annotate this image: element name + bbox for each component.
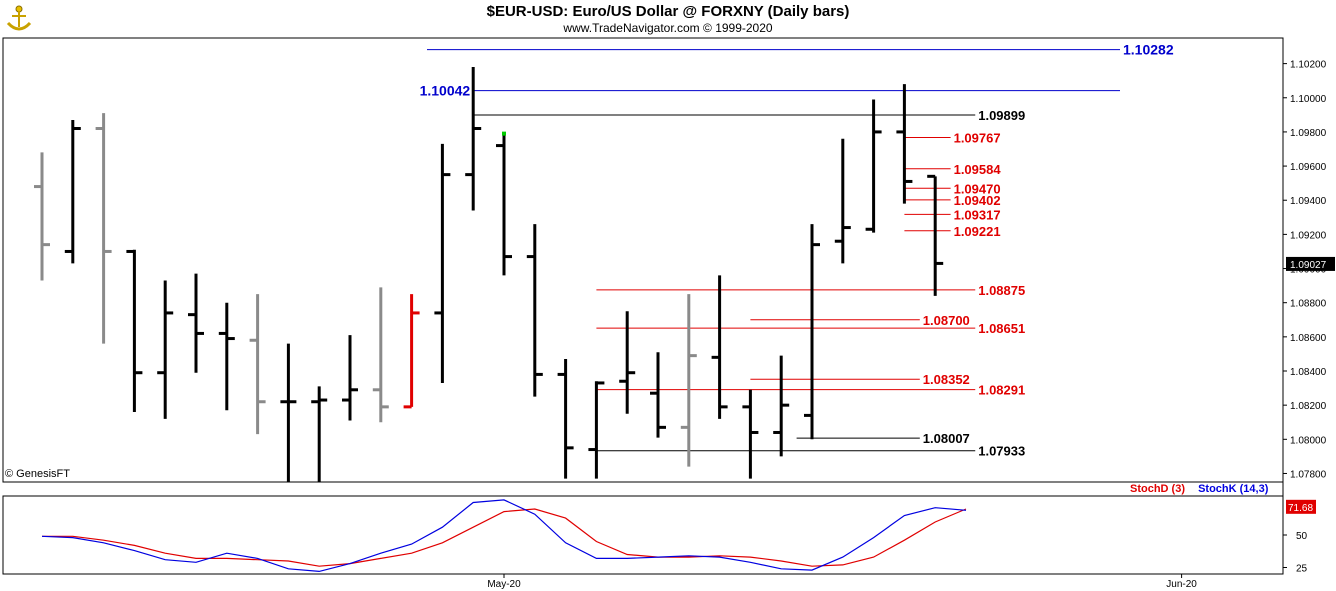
level-label: 1.09899	[978, 108, 1025, 123]
ohlc-bar	[311, 386, 328, 482]
ohlc-bar	[742, 389, 759, 479]
ohlc-bar	[773, 355, 790, 457]
ohlc-bar	[834, 138, 851, 264]
chart-header: $EUR-USD: Euro/US Dollar @ FORXNY (Daily…	[0, 0, 1336, 38]
level-label: 1.09221	[954, 224, 1001, 239]
ohlc-bar	[588, 381, 605, 479]
ohlc-bar	[465, 67, 482, 211]
level-label: 1.09402	[954, 193, 1001, 208]
ohlc-bar	[372, 287, 389, 423]
level-label: 1.09584	[954, 162, 1002, 177]
level-label: 1.07933	[978, 444, 1025, 459]
price-panel-frame	[2, 37, 1284, 483]
level-label: 1.08352	[923, 372, 970, 387]
y-tick-label: 1.10000	[1290, 94, 1327, 105]
y-tick-label: 1.09400	[1290, 196, 1327, 207]
level-label: 1.08007	[923, 431, 970, 446]
level-label: 1.10282	[1123, 42, 1174, 58]
stoch-panel-frame	[2, 495, 1284, 575]
y-tick-label: 1.07800	[1290, 469, 1327, 480]
ohlc-bar	[619, 311, 636, 414]
y-tick-label: 1.09200	[1290, 230, 1327, 241]
ohlc-bar	[280, 343, 297, 482]
x-tick-label: May-20	[487, 579, 521, 590]
ohlc-bar	[526, 224, 543, 397]
ohlc-bar	[157, 280, 174, 419]
level-label: 1.08700	[923, 313, 970, 328]
chart-subtitle: www.TradeNavigator.com © 1999-2020	[563, 21, 773, 35]
level-label: 1.08651	[978, 321, 1025, 336]
level-label: 1.09767	[954, 131, 1001, 146]
ohlc-bar	[342, 335, 358, 421]
axis-area	[1283, 38, 1336, 574]
ohlc-bar	[218, 302, 235, 411]
level-label: 1.09470	[954, 181, 1001, 196]
ohlc-bar	[496, 131, 512, 276]
stoch-d-line	[42, 508, 967, 567]
y-tick-label: 1.08000	[1290, 435, 1327, 446]
level-label: 1.08291	[978, 383, 1025, 398]
ohlc-bar	[34, 152, 50, 281]
ohlc-bar	[650, 352, 666, 438]
ohlc-bar	[711, 275, 728, 419]
stoch-legend: StochD (3) StochK (14,3)	[1130, 483, 1268, 495]
y-tick-label: 1.08800	[1290, 299, 1327, 310]
ohlc-bar	[434, 143, 451, 383]
trade-navigator-logo	[4, 3, 34, 35]
stoch-k-line	[41, 499, 967, 573]
y-tick-label: 1.10200	[1290, 60, 1327, 71]
y-tick-label: 1.08200	[1290, 401, 1327, 412]
x-tick-label: Jun-20	[1166, 579, 1197, 590]
ohlc-bar	[865, 99, 882, 233]
ohlc-bar	[804, 224, 820, 440]
ohlc-bar	[927, 174, 944, 296]
y-tick-label: 1.09800	[1290, 128, 1327, 139]
stoch-value-badge	[1286, 499, 1316, 514]
level-label: 1.10042	[420, 83, 471, 99]
stoch-tick-label: 50	[1296, 531, 1308, 542]
data-source-watermark: © GenesisFT	[5, 468, 70, 480]
ohlc-bar	[188, 273, 204, 373]
ohlc-bar	[126, 249, 143, 412]
last-price-badge	[1286, 256, 1335, 271]
signal-marker	[502, 131, 506, 136]
stoch-k-legend: StochK (14,3)	[1198, 483, 1269, 495]
chart-title: $EUR-USD: Euro/US Dollar @ FORXNY (Daily…	[486, 3, 850, 20]
last-price-label: 1.09027	[1290, 260, 1327, 271]
ohlc-bar	[95, 113, 112, 344]
y-tick-label: 1.09600	[1290, 162, 1327, 173]
ohlc-bar	[249, 294, 266, 435]
stoch-d-legend: StochD (3)	[1130, 483, 1185, 495]
level-label: 1.09317	[954, 207, 1001, 222]
ohlc-bar	[680, 294, 697, 467]
ohlc-bar	[64, 119, 81, 264]
level-label: 1.08875	[978, 283, 1025, 298]
stoch-tick-label: 25	[1296, 564, 1308, 575]
stoch-value-label: 71.68	[1288, 503, 1313, 514]
y-tick-label: 1.08600	[1290, 333, 1327, 344]
ohlc-bar	[557, 359, 574, 479]
y-tick-label: 1.08400	[1290, 367, 1327, 378]
ohlc-bar	[896, 84, 913, 204]
ohlc-bar	[403, 294, 420, 409]
